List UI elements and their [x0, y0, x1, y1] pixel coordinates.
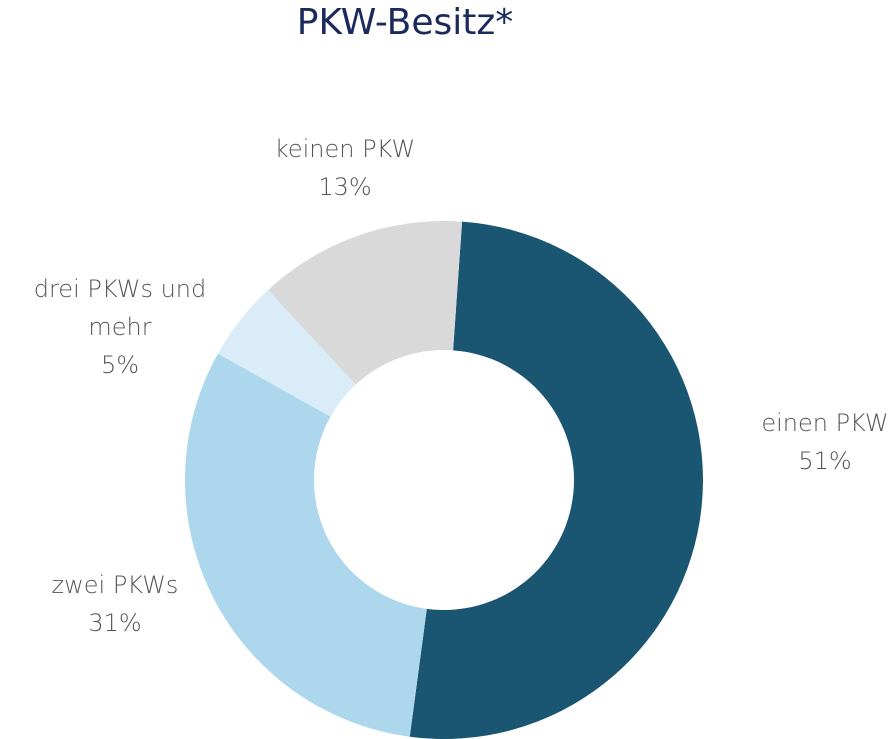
value-label: 5%: [100, 351, 140, 379]
slice-label: keinen PKW 13%: [235, 130, 455, 206]
slice: [217, 289, 356, 417]
slice-label: drei PKWs und mehr 5%: [10, 270, 230, 384]
slice-label: zwei PKWs 31%: [5, 566, 225, 642]
value-label: 13%: [318, 173, 372, 201]
slice-label: einen PKW 51%: [735, 404, 892, 480]
chart-title: PKW-Besitz*: [296, 2, 514, 43]
slice: [185, 353, 427, 737]
category-label: zwei PKWs: [51, 571, 179, 599]
category-label: einen PKW: [761, 409, 889, 437]
category-label: drei PKWs und mehr: [33, 275, 207, 341]
category-label: keinen PKW: [274, 135, 416, 163]
value-label: 31%: [88, 609, 142, 637]
slice: [268, 221, 463, 385]
slice: [409, 221, 703, 739]
value-label: 51%: [798, 447, 852, 475]
